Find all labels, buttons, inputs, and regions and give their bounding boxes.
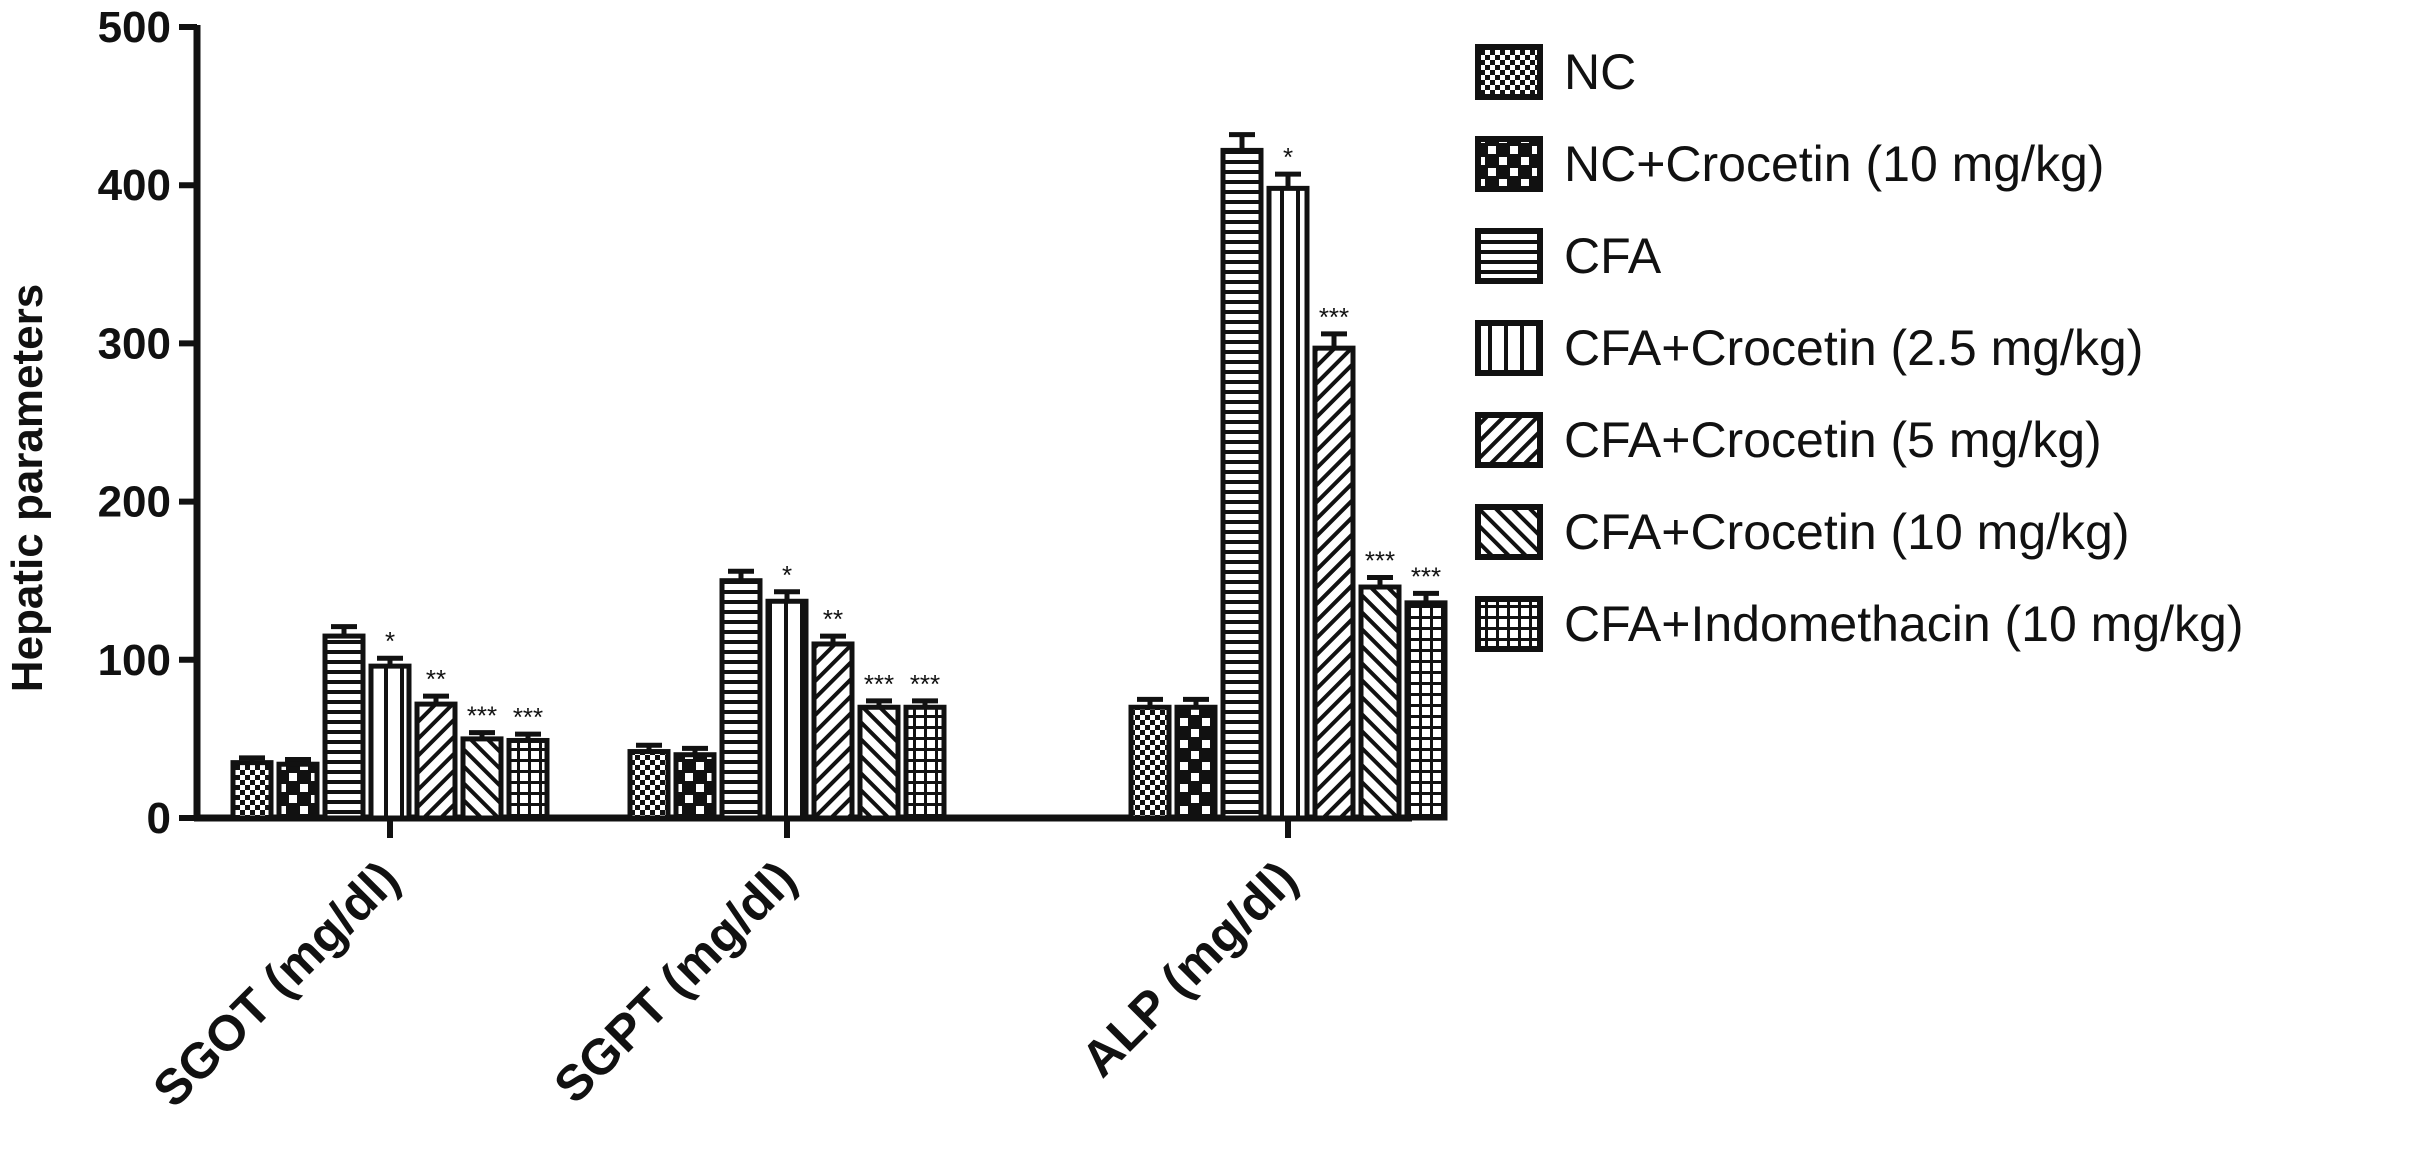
- significance-label: ***: [1365, 546, 1395, 576]
- x-tick-label: SGPT (mg/dl): [543, 850, 807, 1114]
- legend-swatch: [1475, 596, 1543, 652]
- bar: [673, 752, 717, 821]
- bar: [719, 578, 763, 821]
- significance-label: ***: [864, 669, 894, 699]
- bar: [1358, 584, 1402, 821]
- significance-label: *: [782, 560, 792, 590]
- significance-label: *: [385, 626, 395, 656]
- significance-label: ***: [1319, 302, 1349, 332]
- significance-label: ***: [910, 669, 940, 699]
- legend-swatch: [1475, 504, 1543, 560]
- significance-label: ***: [1411, 561, 1441, 591]
- significance-label: **: [823, 604, 843, 634]
- y-tick-label: 400: [98, 161, 171, 210]
- significance-label: **: [426, 664, 446, 694]
- legend-label: CFA+Crocetin (2.5 mg/kg): [1564, 320, 2143, 376]
- legend-label: CFA: [1564, 228, 1662, 284]
- y-tick-label: 300: [98, 319, 171, 368]
- y-tick-label: 500: [98, 3, 171, 52]
- x-axis-category-labels: SGOT (mg/dl) SGPT (mg/dl) ALP (mg/dl): [142, 818, 1308, 1118]
- bar: [414, 701, 458, 821]
- y-axis-label: Hepatic parameters: [3, 284, 52, 692]
- y-tick-label: 0: [147, 794, 171, 843]
- legend-label: NC+Crocetin (10 mg/kg): [1564, 136, 2104, 192]
- bar: [1128, 704, 1172, 821]
- y-axis-ticks: 0 100 200 300 400 500: [98, 3, 197, 843]
- bar: [460, 736, 504, 821]
- bar: [230, 760, 274, 821]
- bar: [506, 737, 550, 821]
- legend-label: CFA+Crocetin (10 mg/kg): [1564, 504, 2129, 560]
- bar: [322, 633, 366, 821]
- significance-label: ***: [513, 702, 543, 732]
- y-tick-label: 100: [98, 636, 171, 685]
- bar: [1220, 147, 1264, 821]
- bar: [1174, 704, 1218, 821]
- legend-label: CFA+Indomethacin (10 mg/kg): [1564, 596, 2244, 652]
- bar: [765, 598, 809, 821]
- x-tick-label: ALP (mg/dl): [1070, 850, 1307, 1087]
- legend-swatch: [1475, 412, 1543, 468]
- bar: [276, 761, 320, 821]
- bar: [1404, 600, 1448, 821]
- legend-swatch: [1475, 320, 1543, 376]
- bar: [368, 663, 412, 821]
- legend-swatch: [1475, 136, 1543, 192]
- legend-label: NC: [1564, 44, 1636, 100]
- y-tick-label: 200: [98, 478, 171, 527]
- x-tick-label: SGOT (mg/dl): [142, 850, 409, 1117]
- legend: NC NC+Crocetin (10 mg/kg) CFA CFA+Crocetin …: [1475, 44, 2244, 652]
- bar: [627, 749, 671, 821]
- bar: [903, 704, 947, 821]
- legend-swatch: [1475, 44, 1543, 100]
- significance-label: ***: [467, 701, 497, 731]
- bar: [1312, 345, 1356, 821]
- bar: [857, 704, 901, 821]
- bars-layer: ****** ********* *************: [230, 132, 1448, 821]
- bar: [1266, 185, 1310, 821]
- legend-swatch: [1475, 228, 1543, 284]
- significance-label: *: [1283, 142, 1293, 172]
- bar: [811, 641, 855, 821]
- legend-label: CFA+Crocetin (5 mg/kg): [1564, 412, 2102, 468]
